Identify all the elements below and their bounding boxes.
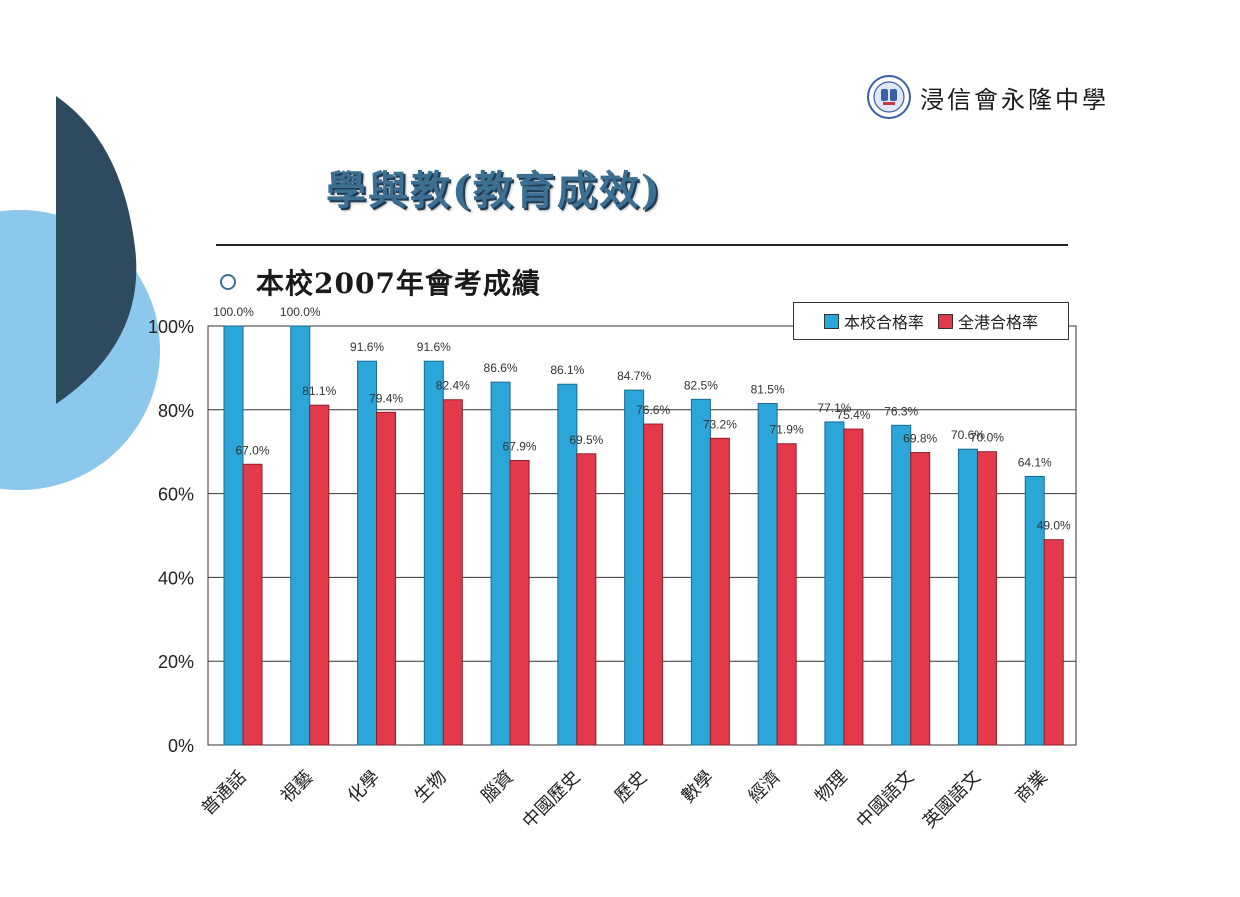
data-label-school: 84.7% xyxy=(617,369,651,383)
x-category-label: 商業 xyxy=(1011,767,1051,807)
data-label-hk: 49.0% xyxy=(1037,519,1071,533)
legend-item-school: 本校合格率 xyxy=(823,309,924,333)
y-tick-label: 20% xyxy=(158,652,194,672)
bar-hk xyxy=(776,443,797,746)
x-category-label: 經濟 xyxy=(744,767,784,807)
school-name: 浸信會永隆中學 xyxy=(920,85,1109,114)
data-label-hk: 71.9% xyxy=(770,423,804,437)
x-category-label: 中國歷史 xyxy=(519,767,585,833)
data-label-school: 86.6% xyxy=(484,361,518,375)
bar-hk xyxy=(576,453,597,746)
data-label-hk: 70.0% xyxy=(970,431,1004,445)
y-axis: 0% 20% 40% 60% 80% 100% xyxy=(148,317,194,756)
y-tick-label: 80% xyxy=(158,401,194,421)
data-label-school: 91.6% xyxy=(417,340,451,354)
page-title: 學與教(教育成效) xyxy=(326,167,662,214)
bullet-icon xyxy=(220,274,236,290)
bar-hk xyxy=(843,428,864,746)
data-label-hk: 81.1% xyxy=(302,384,336,398)
bar-hk xyxy=(709,437,730,746)
bar-school xyxy=(1024,475,1045,746)
bar-hk xyxy=(376,411,397,746)
bar-school xyxy=(957,448,978,746)
chart-subtitle: 本校2007年會考成績 xyxy=(256,267,541,300)
data-label-hk: 67.0% xyxy=(235,443,269,457)
legend-swatch-school xyxy=(823,313,839,329)
bar-school xyxy=(757,403,778,746)
chart-bars xyxy=(223,325,1064,746)
y-tick-label: 0% xyxy=(168,736,194,756)
legend-label-hk: 全港合格率 xyxy=(958,313,1039,332)
bar-school xyxy=(624,389,645,746)
data-label-hk: 69.5% xyxy=(569,433,603,447)
data-label-school: 76.3% xyxy=(884,404,918,418)
school-crest-icon xyxy=(867,75,911,119)
data-label-hk: 75.4% xyxy=(836,408,870,422)
x-category-label: 數學 xyxy=(678,767,718,807)
bar-school xyxy=(223,325,244,746)
bar-school xyxy=(357,360,378,746)
data-label-school: 100.0% xyxy=(213,305,254,319)
legend-swatch-hk xyxy=(938,313,953,329)
x-category-label: 生物 xyxy=(411,767,451,807)
bar-school xyxy=(891,424,912,746)
data-label-school: 70.6% xyxy=(951,428,985,442)
bar-school xyxy=(824,421,845,746)
bar-hk xyxy=(976,451,997,746)
data-label-school: 86.1% xyxy=(550,363,584,377)
x-category-label: 歷史 xyxy=(611,767,651,807)
bar-hk xyxy=(643,423,664,746)
y-tick-label: 40% xyxy=(158,568,194,588)
legend-label-school: 本校合格率 xyxy=(843,313,924,332)
data-label-hk: 69.8% xyxy=(903,432,937,446)
data-label-hk: 82.4% xyxy=(436,379,470,393)
decorative-circles xyxy=(0,96,160,490)
x-category-label: 視藝 xyxy=(277,767,317,807)
chart-data-labels: 100.0% 67.0% 100.0% 81.1% 91.6% 79.4% 91.6% 82.… xyxy=(213,305,1071,533)
title-divider xyxy=(216,244,1068,246)
data-label-hk: 73.2% xyxy=(703,417,737,431)
data-label-school: 82.5% xyxy=(684,378,718,392)
data-label-school: 77.1% xyxy=(817,401,851,415)
data-label-school: 64.1% xyxy=(1018,455,1052,469)
x-category-label: 物理 xyxy=(811,767,851,807)
data-label-school: 100.0% xyxy=(280,305,321,319)
x-category-label: 普通話 xyxy=(198,767,251,820)
x-category-label: 化學 xyxy=(344,767,384,807)
school-logo: 浸信會永隆中學 xyxy=(866,74,1109,120)
x-category-label: 中國語文 xyxy=(852,767,918,833)
chart-legend: 本校合格率 全港合格率 xyxy=(793,302,1069,340)
data-label-hk: 79.4% xyxy=(369,391,403,405)
bar-hk xyxy=(242,463,263,746)
x-category-label: 腦資 xyxy=(477,767,517,807)
bar-hk xyxy=(1043,539,1064,746)
y-tick-label: 100% xyxy=(148,317,194,337)
dark-circle-decoration xyxy=(56,96,137,404)
bar-hk xyxy=(309,404,330,746)
legend-item-hk: 全港合格率 xyxy=(938,309,1038,333)
bar-school xyxy=(423,360,444,746)
data-label-hk: 67.9% xyxy=(503,439,537,453)
data-label-hk: 76.6% xyxy=(636,403,670,417)
bar-hk xyxy=(509,459,530,746)
x-axis: 普通話 視藝 化學 生物 腦資 中國歷史 歷史 數學 經濟 物理 中國語文 英國語文 商業 xyxy=(198,767,1052,833)
data-label-school: 81.5% xyxy=(751,383,785,397)
bar-hk xyxy=(910,452,931,746)
x-category-label: 英國語文 xyxy=(919,767,985,833)
data-label-school: 91.6% xyxy=(350,340,384,354)
bar-school xyxy=(690,398,711,746)
y-tick-label: 60% xyxy=(158,485,194,505)
bar-hk xyxy=(442,399,463,746)
bar-school xyxy=(490,381,511,746)
